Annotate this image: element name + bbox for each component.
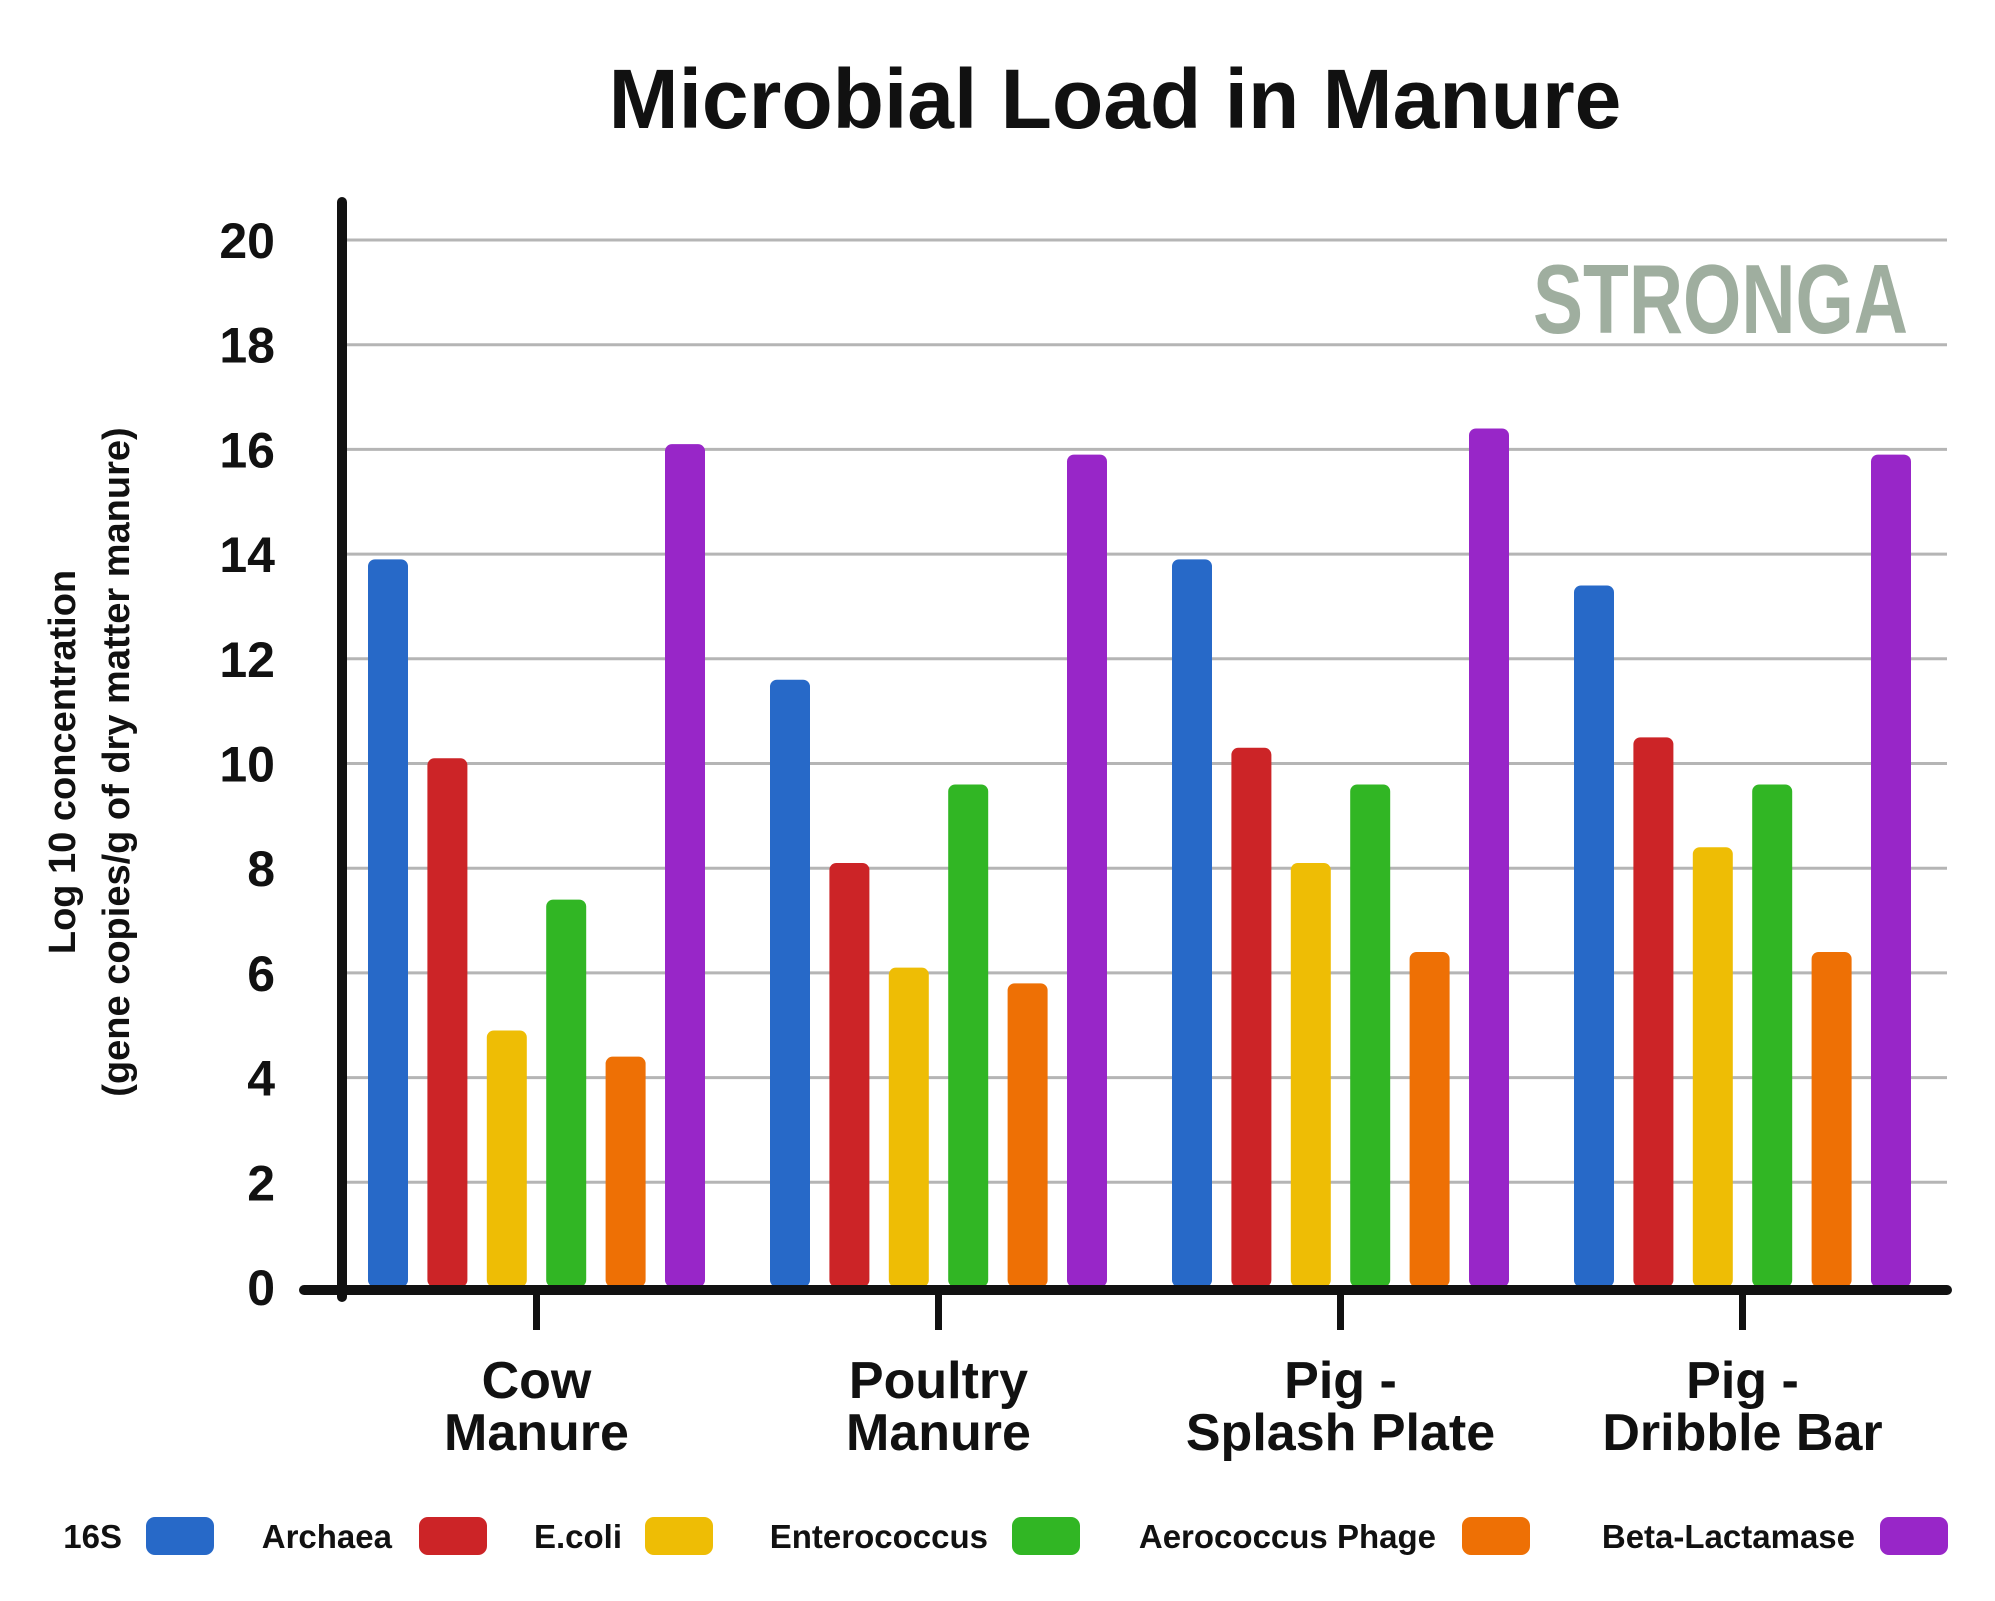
bar-4-1 <box>1574 585 1614 1287</box>
bar-3-6 <box>1469 428 1509 1288</box>
y-tick-label: 8 <box>247 841 275 897</box>
y-tick-label: 2 <box>247 1155 275 1211</box>
bar-2-5 <box>1007 983 1048 1287</box>
legend-label: 16S <box>63 1518 122 1555</box>
bar-1-1 <box>368 559 408 1287</box>
y-tick-label: 10 <box>219 737 275 793</box>
legend: 16S Archaea E.coli Enterococcus Aerococcus P… <box>63 1517 1948 1555</box>
bar-3-5 <box>1409 951 1450 1287</box>
x-category-label: Manure <box>846 1404 1031 1462</box>
legend-swatch <box>645 1517 713 1555</box>
legend-swatch <box>419 1517 487 1555</box>
legend-swatch <box>1012 1517 1080 1555</box>
bar-2-1 <box>770 679 810 1287</box>
x-category-label: Pig - <box>1686 1352 1799 1410</box>
bar-1-2 <box>427 758 468 1287</box>
bar-2-2 <box>829 862 870 1287</box>
bar-4-3 <box>1692 847 1733 1287</box>
x-category-label: Splash Plate <box>1186 1404 1495 1462</box>
y-axis-title-line-1: Log 10 concentration <box>42 570 84 954</box>
chart-title: Microbial Load in Manure <box>609 52 1622 146</box>
x-category-label: Dribble Bar <box>1602 1404 1882 1462</box>
bar-1-4 <box>546 899 587 1287</box>
x-category-label: Pig - <box>1284 1352 1397 1410</box>
y-tick-label: 14 <box>219 527 275 583</box>
bar-2-4 <box>948 784 989 1287</box>
bar-4-2 <box>1633 737 1674 1287</box>
watermark-logo: STRONGA <box>1533 244 1908 354</box>
x-category-label: Poultry <box>849 1352 1028 1410</box>
y-tick-label: 20 <box>219 213 275 269</box>
bar-3-3 <box>1290 862 1331 1287</box>
y-tick-label: 12 <box>219 632 275 688</box>
bar-2-3 <box>888 967 929 1287</box>
x-category-label: Cow <box>482 1352 592 1410</box>
y-tick-label: 16 <box>219 422 275 478</box>
y-tick-labels: 0 2 4 6 8 10 12 14 16 18 20 <box>219 213 275 1316</box>
bar-3-1 <box>1172 559 1212 1287</box>
legend-label: Archaea <box>262 1518 393 1555</box>
y-tick-label: 0 <box>247 1260 275 1316</box>
legend-swatch <box>1880 1517 1948 1555</box>
legend-label: Aerococcus Phage <box>1139 1518 1436 1555</box>
bar-1-6 <box>665 444 705 1287</box>
bar-4-6 <box>1871 454 1911 1287</box>
bar-4-5 <box>1811 951 1852 1287</box>
legend-swatch <box>1462 1517 1530 1555</box>
x-category-label: Manure <box>444 1404 629 1462</box>
y-axis-title: Log 10 concentration (gene copies/g of d… <box>42 427 138 1096</box>
bar-1-3 <box>486 1030 527 1287</box>
bar-2-6 <box>1067 454 1107 1287</box>
bar-1-5 <box>605 1056 646 1287</box>
legend-label: Beta-Lactamase <box>1602 1518 1855 1555</box>
bars <box>368 428 1911 1288</box>
bar-4-4 <box>1752 784 1793 1287</box>
y-tick-label: 6 <box>247 946 275 1002</box>
bar-3-2 <box>1231 747 1272 1287</box>
y-axis-title-line-2: (gene copies/g of dry matter manure) <box>96 427 138 1096</box>
y-tick-label: 4 <box>247 1051 275 1107</box>
y-tick-label: 18 <box>219 318 275 374</box>
bar-3-4 <box>1350 784 1391 1287</box>
legend-swatch <box>146 1517 214 1555</box>
legend-label: Enterococcus <box>770 1518 988 1555</box>
legend-label: E.coli <box>534 1518 622 1555</box>
